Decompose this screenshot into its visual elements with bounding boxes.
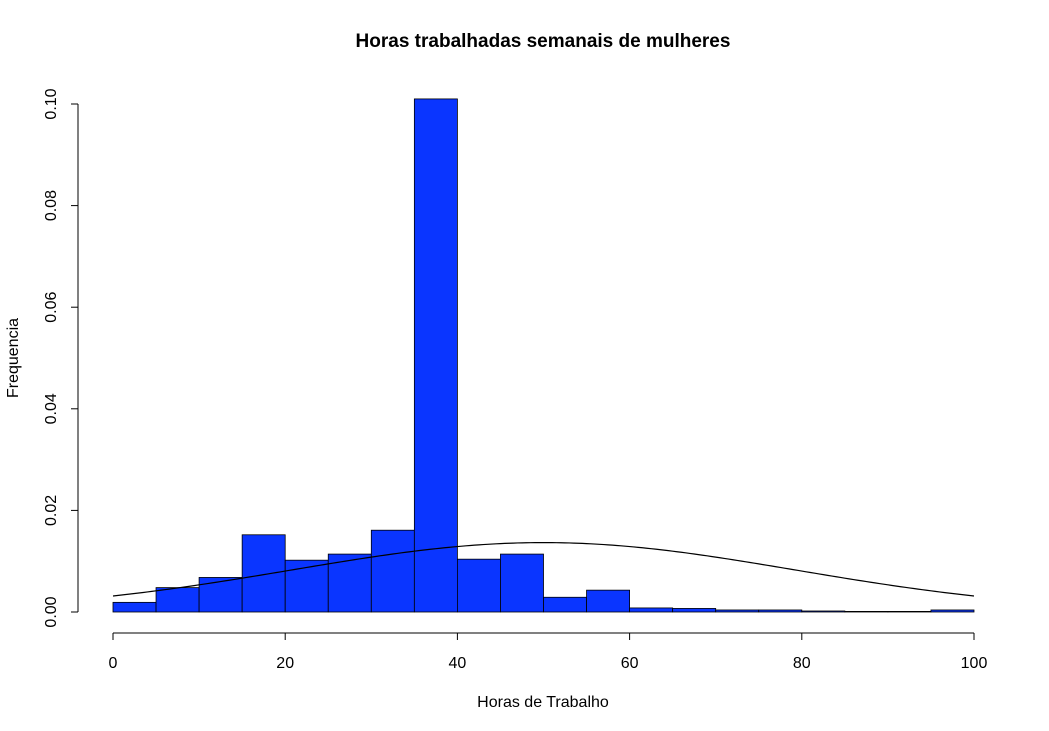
- histogram-bar: [543, 596, 587, 613]
- histogram-bar: [672, 608, 717, 613]
- histogram-bar: [801, 610, 846, 613]
- histogram-bar: [327, 553, 372, 613]
- histogram-bar: [198, 577, 243, 613]
- x-tick-label: 100: [961, 655, 988, 672]
- y-tick-label: 0.06: [43, 292, 60, 323]
- histogram-bar: [370, 529, 415, 613]
- y-tick-label: 0.00: [43, 596, 60, 627]
- histogram-bar: [500, 553, 544, 613]
- x-tick-label: 20: [276, 655, 294, 672]
- y-tick-label: 0.02: [43, 495, 60, 526]
- y-axis-label: Frequencia: [5, 318, 22, 398]
- y-tick-label: 0.10: [43, 88, 60, 119]
- x-tick-label: 0: [109, 655, 118, 672]
- chart-title: Horas trabalhadas semanais de mulheres: [356, 31, 731, 52]
- histogram-bar: [715, 609, 760, 613]
- bars-layer: [112, 98, 975, 613]
- histogram-bar: [844, 611, 889, 613]
- normal-density-curve: [112, 541, 975, 597]
- histogram-bar: [155, 587, 200, 613]
- histogram-bar: [586, 589, 630, 613]
- x-tick-label: 80: [793, 655, 811, 672]
- histogram-bar: [241, 534, 286, 613]
- x-axis-label: Horas de Trabalho: [477, 694, 609, 711]
- y-axis: 0.00 0.02 0.04 0.06 0.08 0.10: [43, 88, 79, 628]
- histogram-bar: [284, 559, 329, 613]
- histogram-bar: [887, 611, 932, 613]
- histogram-bar: [629, 607, 674, 613]
- x-tick-label: 60: [621, 655, 639, 672]
- x-axis: 0 20 40 60 80 100: [109, 632, 988, 672]
- x-tick-label: 40: [449, 655, 467, 672]
- y-tick-label: 0.04: [43, 393, 60, 424]
- histogram-bar: [758, 609, 803, 613]
- histogram-bar: [413, 98, 458, 613]
- y-tick-label: 0.08: [43, 190, 60, 221]
- histogram-bar: [456, 558, 501, 613]
- histogram-bar: [930, 609, 975, 613]
- histogram-bar: [112, 601, 157, 613]
